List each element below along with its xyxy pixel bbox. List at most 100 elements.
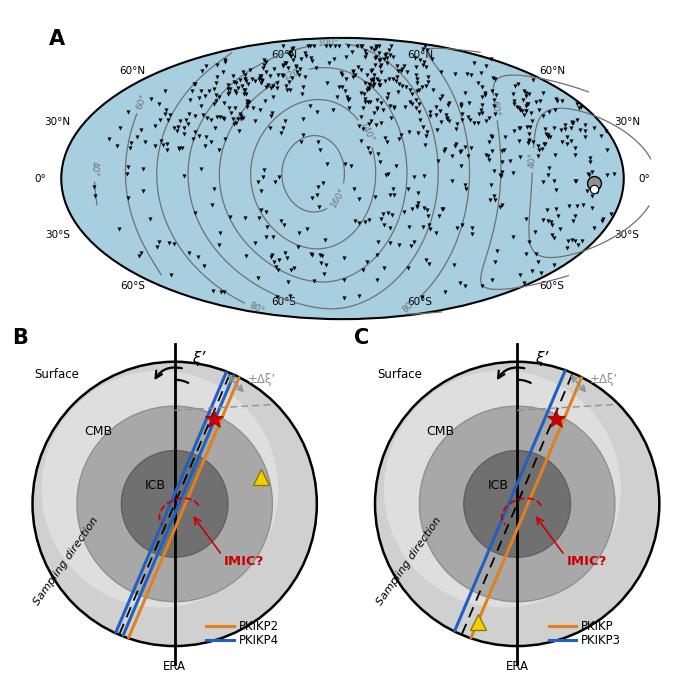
Ellipse shape bbox=[32, 362, 317, 646]
Ellipse shape bbox=[127, 456, 223, 552]
Ellipse shape bbox=[501, 488, 533, 520]
Ellipse shape bbox=[165, 495, 184, 514]
Ellipse shape bbox=[498, 485, 536, 523]
Ellipse shape bbox=[140, 470, 209, 538]
Ellipse shape bbox=[464, 451, 571, 557]
Ellipse shape bbox=[451, 437, 584, 570]
Ellipse shape bbox=[153, 483, 196, 525]
Ellipse shape bbox=[170, 499, 179, 509]
Ellipse shape bbox=[82, 411, 268, 596]
Text: ξ’: ξ’ bbox=[535, 351, 548, 366]
Ellipse shape bbox=[512, 499, 522, 509]
Text: 60°: 60° bbox=[134, 92, 149, 111]
Ellipse shape bbox=[121, 450, 228, 557]
Text: ICB: ICB bbox=[145, 479, 166, 492]
Ellipse shape bbox=[475, 461, 560, 547]
Text: 0°: 0° bbox=[638, 173, 650, 183]
Ellipse shape bbox=[418, 404, 616, 603]
Ellipse shape bbox=[499, 485, 536, 522]
Ellipse shape bbox=[469, 455, 566, 553]
Ellipse shape bbox=[145, 474, 204, 533]
Text: 60°S: 60°S bbox=[121, 281, 146, 290]
Text: 60°N: 60°N bbox=[407, 51, 433, 61]
Ellipse shape bbox=[469, 456, 565, 552]
Ellipse shape bbox=[166, 496, 183, 512]
Ellipse shape bbox=[512, 499, 523, 510]
Ellipse shape bbox=[101, 431, 248, 577]
Ellipse shape bbox=[389, 376, 645, 632]
Ellipse shape bbox=[56, 386, 293, 622]
Ellipse shape bbox=[503, 490, 532, 518]
Ellipse shape bbox=[508, 495, 527, 514]
Ellipse shape bbox=[97, 426, 253, 582]
Ellipse shape bbox=[436, 423, 598, 584]
Ellipse shape bbox=[408, 395, 626, 613]
Text: PKIKP: PKIKP bbox=[582, 620, 614, 633]
Ellipse shape bbox=[89, 419, 260, 589]
Ellipse shape bbox=[106, 435, 243, 572]
Ellipse shape bbox=[113, 442, 236, 565]
Text: IMIC?: IMIC? bbox=[224, 555, 264, 568]
Text: Surface: Surface bbox=[34, 367, 79, 381]
Ellipse shape bbox=[485, 472, 549, 536]
Text: PKIKP4: PKIKP4 bbox=[239, 634, 279, 646]
Ellipse shape bbox=[85, 414, 264, 594]
Ellipse shape bbox=[379, 367, 655, 642]
Ellipse shape bbox=[475, 461, 560, 547]
Text: 30°S: 30°S bbox=[614, 231, 640, 241]
Text: C: C bbox=[354, 328, 369, 348]
Ellipse shape bbox=[453, 440, 581, 568]
Ellipse shape bbox=[140, 469, 210, 539]
Ellipse shape bbox=[403, 390, 631, 617]
Ellipse shape bbox=[151, 480, 199, 528]
Ellipse shape bbox=[482, 469, 552, 539]
Ellipse shape bbox=[514, 501, 520, 507]
Ellipse shape bbox=[427, 414, 607, 594]
Ellipse shape bbox=[488, 474, 547, 533]
Ellipse shape bbox=[103, 433, 246, 575]
Ellipse shape bbox=[506, 493, 528, 514]
Ellipse shape bbox=[131, 460, 219, 548]
Ellipse shape bbox=[458, 446, 576, 563]
Ellipse shape bbox=[480, 466, 554, 541]
Text: Sampling direction: Sampling direction bbox=[32, 516, 100, 607]
Ellipse shape bbox=[94, 423, 256, 584]
Ellipse shape bbox=[512, 499, 522, 509]
Ellipse shape bbox=[162, 491, 188, 517]
Ellipse shape bbox=[127, 456, 222, 551]
Ellipse shape bbox=[399, 386, 636, 622]
Ellipse shape bbox=[165, 494, 184, 514]
Text: 0°: 0° bbox=[35, 173, 47, 183]
Ellipse shape bbox=[483, 470, 551, 538]
Ellipse shape bbox=[118, 447, 232, 561]
Ellipse shape bbox=[493, 480, 541, 528]
Ellipse shape bbox=[160, 489, 189, 518]
Ellipse shape bbox=[446, 433, 588, 575]
Ellipse shape bbox=[493, 479, 542, 528]
Text: 60°N: 60°N bbox=[120, 66, 146, 76]
Ellipse shape bbox=[432, 419, 603, 589]
Ellipse shape bbox=[155, 485, 195, 524]
Ellipse shape bbox=[423, 409, 612, 599]
Ellipse shape bbox=[470, 456, 564, 551]
Ellipse shape bbox=[496, 483, 538, 525]
Ellipse shape bbox=[477, 464, 557, 544]
Ellipse shape bbox=[488, 474, 547, 533]
Text: 60°N: 60°N bbox=[539, 66, 565, 76]
Ellipse shape bbox=[71, 400, 279, 608]
Ellipse shape bbox=[424, 411, 610, 596]
Text: ICB: ICB bbox=[488, 479, 508, 492]
Ellipse shape bbox=[121, 451, 228, 557]
Ellipse shape bbox=[172, 501, 177, 507]
Ellipse shape bbox=[155, 485, 194, 523]
Ellipse shape bbox=[32, 362, 317, 646]
Ellipse shape bbox=[142, 472, 207, 536]
Ellipse shape bbox=[132, 461, 217, 547]
Ellipse shape bbox=[61, 390, 288, 617]
Text: 60°N: 60°N bbox=[271, 51, 297, 61]
Text: Surface: Surface bbox=[377, 367, 422, 381]
Text: IMIC?: IMIC? bbox=[566, 555, 607, 568]
Text: ERA: ERA bbox=[506, 660, 529, 673]
Text: 60°S: 60°S bbox=[539, 281, 564, 290]
Text: 80°: 80° bbox=[401, 297, 419, 315]
